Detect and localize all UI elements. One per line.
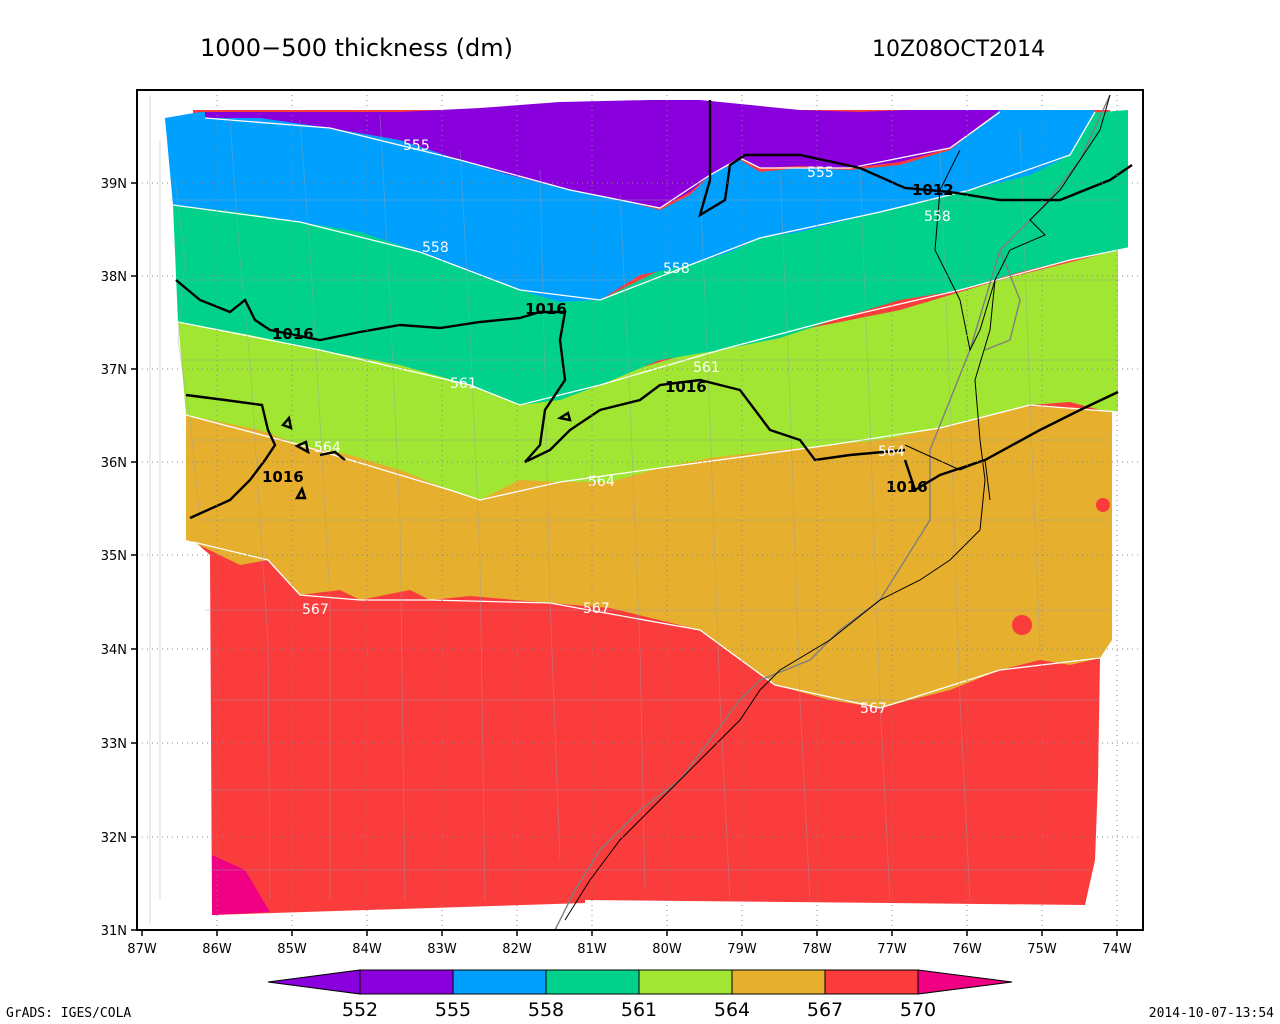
- lat-tick-32n: 32N: [101, 831, 127, 846]
- colorbar-segment-564-567: [731, 969, 826, 995]
- thickness-label-567-c: 567: [860, 701, 887, 717]
- lat-tick-34n: 34N: [101, 643, 127, 658]
- lon-tick-87w: 87W: [127, 942, 157, 957]
- isobar-label-1016-a: 1016: [525, 300, 567, 318]
- isobar-1016-west: [175, 279, 906, 464]
- colorbar-arrow-right: [917, 969, 1013, 995]
- thickness-label-567-a: 567: [302, 602, 329, 618]
- colorbar-label-558: 558: [528, 999, 564, 1021]
- isobar-1016-loop-e: [556, 411, 572, 422]
- isobar-1016-loop-c: [294, 486, 307, 500]
- thickness-label-561-b: 561: [450, 376, 477, 392]
- lat-tick-33n: 33N: [101, 737, 127, 752]
- colorbar-label-567: 567: [807, 999, 843, 1021]
- colorbar-label-570: 570: [900, 999, 936, 1021]
- colorbar-segment-561-564: [638, 969, 733, 995]
- contour-558: [172, 111, 1096, 301]
- warm-spot-b: [1096, 498, 1110, 512]
- lat-tick-37n: 37N: [101, 363, 127, 378]
- valid-time: 10Z08OCT2014: [872, 37, 1045, 62]
- axis-ticks: [131, 182, 1118, 936]
- colorbar-segment-555-558: [452, 969, 547, 995]
- thickness-label-564-c: 564: [588, 474, 615, 490]
- lat-tick-31n: 31N: [101, 924, 127, 939]
- thickness-label-564-b: 564: [878, 444, 905, 460]
- isobar-1012: [698, 100, 1133, 218]
- lon-tick-79w: 79W: [727, 942, 757, 957]
- lon-tick-77w: 77W: [877, 942, 907, 957]
- thickness-label-558-b: 558: [422, 240, 449, 256]
- lon-tick-85w: 85W: [277, 942, 307, 957]
- map-title: 1000−500 thickness (dm): [200, 34, 513, 62]
- colorbar: 552 555 558 561 564 567 570: [267, 969, 1013, 1021]
- colorbar-label-555: 555: [435, 999, 471, 1021]
- lon-tick-80w: 80W: [652, 942, 682, 957]
- colorbar-arrow-left: [267, 969, 361, 995]
- band-561-564: [178, 250, 1118, 500]
- longitude-labels: 87W 86W 85W 84W 83W 82W 81W 80W 79W 78W …: [127, 942, 1132, 957]
- thickness-label-555-a: 555: [403, 138, 430, 154]
- lat-tick-39n: 39N: [101, 177, 127, 192]
- isobar-labels: 1012 1016 1016 1016 1016 1016: [262, 181, 954, 496]
- lon-tick-84w: 84W: [352, 942, 382, 957]
- thickness-label-558-c: 558: [663, 261, 690, 277]
- isobar-1016-loop-b: [294, 440, 310, 455]
- thickness-labels: 555 555 558 558 558 561 561 564 564 564 …: [302, 138, 951, 717]
- isobar-label-1012: 1012: [912, 181, 954, 199]
- thickness-label-555-b: 555: [807, 165, 834, 181]
- lon-tick-75w: 75W: [1027, 942, 1057, 957]
- isobars: [175, 100, 1133, 520]
- thickness-label-564-a: 564: [314, 440, 341, 456]
- lat-tick-36n: 36N: [101, 456, 127, 471]
- isobar-label-1016-e: 1016: [886, 478, 928, 496]
- lat-tick-35n: 35N: [101, 549, 127, 564]
- isobar-label-1016-c: 1016: [665, 378, 707, 396]
- isobar-1016-loop-a: [280, 415, 293, 430]
- colorbar-label-561: 561: [621, 999, 657, 1021]
- lon-tick-83w: 83W: [427, 942, 457, 957]
- colorbar-label-552: 552: [342, 999, 378, 1021]
- lon-tick-78w: 78W: [802, 942, 832, 957]
- thickness-fill: [165, 100, 1128, 915]
- colorbar-segment-552-555: [359, 969, 454, 995]
- isobar-1016-southwest: [185, 393, 277, 520]
- band-552-555: [205, 100, 1000, 208]
- thickness-label-558-a: 558: [924, 209, 951, 225]
- contour-564: [185, 404, 1119, 501]
- colorbar-segment-567-570: [824, 969, 919, 995]
- lon-tick-81w: 81W: [577, 942, 607, 957]
- lon-tick-74w: 74W: [1102, 942, 1132, 957]
- band-558-561: [173, 110, 1128, 405]
- footer-right: 2014-10-07-13:54: [1149, 1006, 1274, 1021]
- thickness-label-561-a: 561: [693, 360, 720, 376]
- lon-tick-86w: 86W: [202, 942, 232, 957]
- lat-lon-grid: [137, 90, 1143, 930]
- isobar-1016-east: [903, 390, 1119, 492]
- band-555-558: [165, 110, 1095, 302]
- colorbar-label-564: 564: [714, 999, 750, 1021]
- lon-tick-82w: 82W: [502, 942, 532, 957]
- lon-tick-76w: 76W: [952, 942, 982, 957]
- footer-left: GrADS: IGES/COLA: [6, 1006, 131, 1021]
- lat-tick-38n: 38N: [101, 270, 127, 285]
- colorbar-segment-558-561: [545, 969, 640, 995]
- isobar-label-1016-b: 1016: [272, 325, 314, 343]
- thickness-label-567-b: 567: [583, 601, 610, 617]
- map-frame: [136, 89, 1144, 931]
- isobar-1016-loop-d: [319, 450, 346, 461]
- isobar-label-1016-d: 1016: [262, 468, 304, 486]
- latitude-labels: 31N 32N 33N 34N 35N 36N 37N 38N 39N: [101, 177, 127, 939]
- contour-561: [177, 247, 1129, 406]
- county-lines: [149, 95, 1120, 925]
- warm-spot-a: [1012, 615, 1032, 635]
